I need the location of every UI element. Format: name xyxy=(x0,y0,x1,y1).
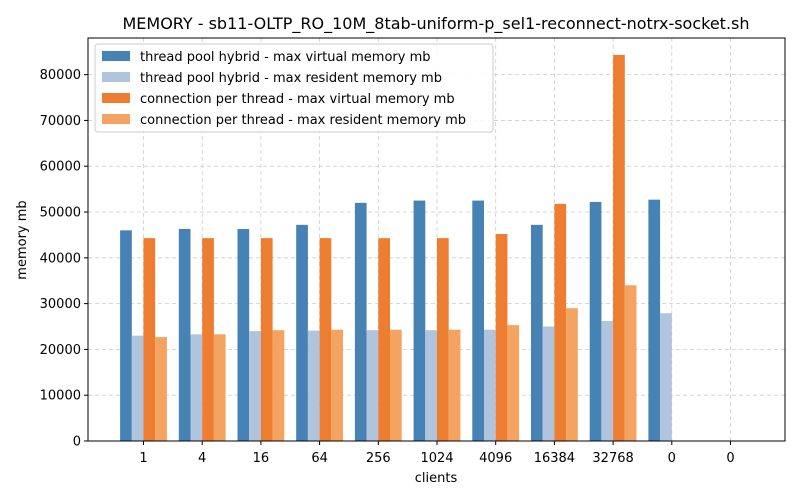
legend-swatch xyxy=(102,93,130,103)
bar xyxy=(448,329,461,441)
legend-entry: connection per thread - max virtual memo… xyxy=(140,92,455,107)
legend: thread pool hybrid - max virtual memory … xyxy=(94,43,494,133)
legend-entry: thread pool hybrid - max resident memory… xyxy=(140,71,442,86)
bar xyxy=(213,334,226,441)
y-tick-label: 40000 xyxy=(40,251,81,266)
bar xyxy=(366,330,379,441)
bar xyxy=(307,330,320,441)
bar xyxy=(378,238,390,441)
bar xyxy=(120,230,132,441)
x-tick-label: 4096 xyxy=(479,451,512,466)
bar xyxy=(143,238,156,441)
legend-swatch xyxy=(102,72,130,82)
bar xyxy=(413,200,426,441)
bar xyxy=(437,238,449,441)
y-tick-label: 10000 xyxy=(40,389,81,404)
bar xyxy=(237,228,250,441)
y-tick-label: 50000 xyxy=(40,206,81,221)
x-tick-label: 64 xyxy=(311,451,328,466)
bar xyxy=(589,201,602,441)
bar xyxy=(613,54,625,442)
x-axis-label: clients xyxy=(415,471,458,486)
bar xyxy=(531,224,543,441)
chart-title: MEMORY - sb11-OLTP_RO_10M_8tab-uniform-p… xyxy=(122,14,749,34)
legend-swatch xyxy=(102,114,130,124)
bar xyxy=(319,238,332,441)
bar xyxy=(601,321,614,441)
legend-swatch xyxy=(102,51,130,61)
bar xyxy=(390,329,402,441)
bar xyxy=(155,337,167,441)
bars xyxy=(120,54,672,442)
x-tick-label: 16 xyxy=(253,451,270,466)
bar xyxy=(131,335,144,441)
y-tick-label: 60000 xyxy=(40,160,81,175)
bar xyxy=(178,228,191,441)
legend-entry: thread pool hybrid - max virtual memory … xyxy=(140,50,431,65)
bar xyxy=(190,334,203,441)
bar xyxy=(472,200,484,441)
x-tick-label: 1 xyxy=(139,451,147,466)
x-tick-label: 256 xyxy=(366,451,391,466)
bar xyxy=(425,330,437,441)
y-tick-label: 70000 xyxy=(40,114,81,129)
y-axis-label: memory mb xyxy=(15,200,30,279)
x-tick-label: 1024 xyxy=(420,451,453,466)
y-tick-label: 0 xyxy=(73,435,81,450)
bar xyxy=(495,234,508,441)
bar xyxy=(566,308,578,441)
bar xyxy=(484,329,496,441)
bar xyxy=(542,326,555,441)
bar xyxy=(624,285,637,441)
x-tick-label: 32768 xyxy=(592,451,633,466)
y-tick-label: 20000 xyxy=(40,343,81,358)
legend-box xyxy=(94,43,494,133)
bar xyxy=(660,313,672,441)
bar xyxy=(272,330,285,441)
y-axis: 0 10000 20000 30000 40000 50000 60000 70000 8000… xyxy=(40,68,88,450)
x-tick-label: 16384 xyxy=(534,451,575,466)
bar xyxy=(331,329,343,441)
x-tick-label: 0 xyxy=(726,451,734,466)
legend-entry: connection per thread - max resident mem… xyxy=(140,113,466,128)
x-tick-label: 0 xyxy=(668,451,676,466)
bar xyxy=(260,238,273,441)
bar xyxy=(354,202,367,441)
bar xyxy=(554,203,567,441)
y-tick-label: 30000 xyxy=(40,297,81,312)
y-tick-label: 80000 xyxy=(40,68,81,83)
bar xyxy=(202,238,214,441)
bar xyxy=(648,199,661,441)
bar xyxy=(296,224,308,441)
x-axis: 1 4 16 64 256 1024 4096 16384 32768 0 0 xyxy=(139,441,735,466)
bar xyxy=(507,325,520,441)
x-tick-label: 4 xyxy=(198,451,206,466)
bar xyxy=(249,331,261,441)
